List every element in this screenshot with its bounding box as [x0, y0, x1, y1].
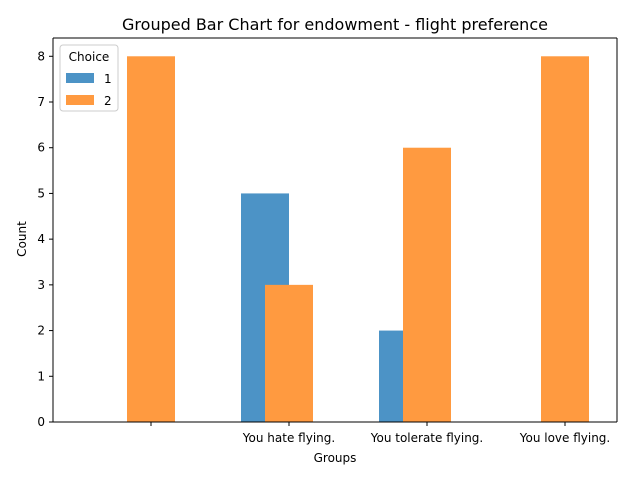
y-tick-label-4: 4 — [37, 232, 45, 246]
y-tick-label-8: 8 — [37, 49, 45, 63]
legend-swatch-2 — [66, 95, 94, 105]
bar-series-2-3 — [541, 56, 589, 423]
y-tick-label-5: 5 — [37, 186, 45, 200]
y-tick-label-7: 7 — [37, 95, 45, 109]
x-tick-label-1: You hate flying. — [242, 431, 335, 445]
bar-series-2-2 — [403, 147, 451, 422]
legend-swatch-1 — [66, 73, 94, 83]
y-tick-label-0: 0 — [37, 415, 45, 429]
x-tick-label-2: You tolerate flying. — [370, 431, 483, 445]
y-tick-label-6: 6 — [37, 141, 45, 155]
legend: Choice 1 2 — [59, 44, 119, 112]
legend-label-2: 2 — [104, 94, 112, 108]
bar-series-2-0 — [127, 56, 175, 423]
chart-title: Grouped Bar Chart for endowment - flight… — [122, 15, 548, 34]
plot-area: 0 1 2 3 4 5 6 7 8 You hate flying. You tolerate fl… — [37, 37, 618, 445]
x-tick-label-3: You love flying. — [519, 431, 611, 445]
y-axis-label: Count — [15, 221, 29, 257]
legend-label-1: 1 — [104, 72, 112, 86]
y-tick-label-2: 2 — [37, 324, 45, 338]
y-tick-label-1: 1 — [37, 369, 45, 383]
legend-title: Choice — [69, 50, 110, 64]
bar-series-2-1 — [265, 284, 313, 422]
y-tick-label-3: 3 — [37, 278, 45, 292]
x-axis-label: Groups — [314, 451, 357, 465]
